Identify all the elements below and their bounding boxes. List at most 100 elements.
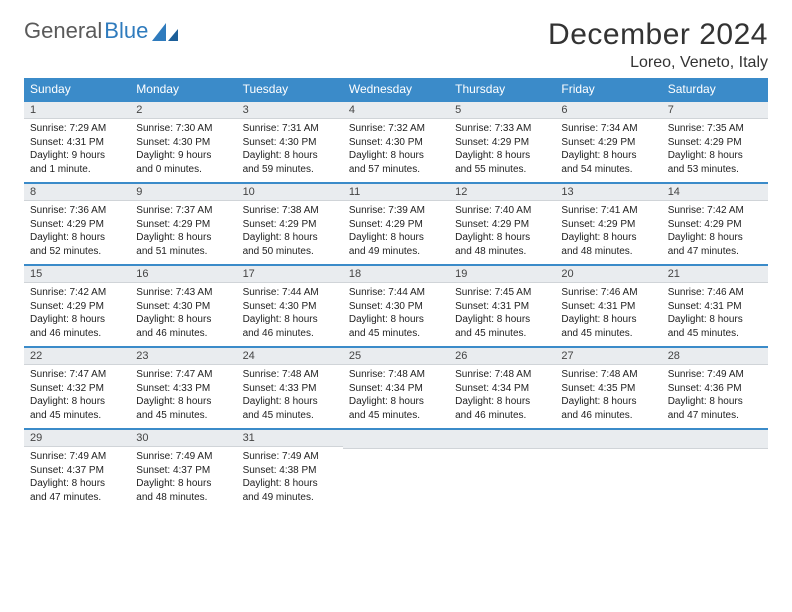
sunrise-line: Sunrise: 7:42 AM xyxy=(30,286,124,300)
day-body: Sunrise: 7:49 AMSunset: 4:37 PMDaylight:… xyxy=(130,447,236,510)
sunrise-line: Sunrise: 7:32 AM xyxy=(349,122,443,136)
brand-logo: GeneralBlue xyxy=(24,18,178,44)
day-body: Sunrise: 7:35 AMSunset: 4:29 PMDaylight:… xyxy=(662,119,768,182)
day-body: Sunrise: 7:40 AMSunset: 4:29 PMDaylight:… xyxy=(449,201,555,264)
sunrise-line: Sunrise: 7:45 AM xyxy=(455,286,549,300)
day-number: 24 xyxy=(237,348,343,365)
sunrise-line: Sunrise: 7:49 AM xyxy=(243,450,337,464)
daylight-line: Daylight: 8 hours and 45 minutes. xyxy=(349,313,443,340)
calendar-cell: 8Sunrise: 7:36 AMSunset: 4:29 PMDaylight… xyxy=(24,183,130,265)
day-body: Sunrise: 7:38 AMSunset: 4:29 PMDaylight:… xyxy=(237,201,343,264)
calendar-cell: 17Sunrise: 7:44 AMSunset: 4:30 PMDayligh… xyxy=(237,265,343,347)
sunrise-line: Sunrise: 7:46 AM xyxy=(561,286,655,300)
location: Loreo, Veneto, Italy xyxy=(548,54,768,72)
daylight-line: Daylight: 8 hours and 45 minutes. xyxy=(561,313,655,340)
day-number-empty xyxy=(662,430,768,449)
sunset-line: Sunset: 4:33 PM xyxy=(243,382,337,396)
day-body: Sunrise: 7:33 AMSunset: 4:29 PMDaylight:… xyxy=(449,119,555,182)
day-number: 10 xyxy=(237,184,343,201)
day-body: Sunrise: 7:34 AMSunset: 4:29 PMDaylight:… xyxy=(555,119,661,182)
sunrise-line: Sunrise: 7:48 AM xyxy=(455,368,549,382)
day-number: 18 xyxy=(343,266,449,283)
sunrise-line: Sunrise: 7:34 AM xyxy=(561,122,655,136)
calendar-cell: 4Sunrise: 7:32 AMSunset: 4:30 PMDaylight… xyxy=(343,101,449,183)
sunset-line: Sunset: 4:30 PM xyxy=(243,300,337,314)
day-header: Friday xyxy=(555,78,661,101)
sunset-line: Sunset: 4:38 PM xyxy=(243,464,337,478)
day-number: 8 xyxy=(24,184,130,201)
sunset-line: Sunset: 4:37 PM xyxy=(136,464,230,478)
sunset-line: Sunset: 4:29 PM xyxy=(561,136,655,150)
sunrise-line: Sunrise: 7:36 AM xyxy=(30,204,124,218)
brand-sail-icon xyxy=(152,23,178,41)
day-body: Sunrise: 7:30 AMSunset: 4:30 PMDaylight:… xyxy=(130,119,236,182)
calendar-table: SundayMondayTuesdayWednesdayThursdayFrid… xyxy=(24,78,768,510)
sunrise-line: Sunrise: 7:49 AM xyxy=(668,368,762,382)
sunrise-line: Sunrise: 7:47 AM xyxy=(30,368,124,382)
sunset-line: Sunset: 4:29 PM xyxy=(349,218,443,232)
daylight-line: Daylight: 8 hours and 45 minutes. xyxy=(136,395,230,422)
sunrise-line: Sunrise: 7:47 AM xyxy=(136,368,230,382)
sunrise-line: Sunrise: 7:49 AM xyxy=(136,450,230,464)
day-number: 6 xyxy=(555,102,661,119)
daylight-line: Daylight: 8 hours and 45 minutes. xyxy=(30,395,124,422)
sunrise-line: Sunrise: 7:31 AM xyxy=(243,122,337,136)
sunset-line: Sunset: 4:37 PM xyxy=(30,464,124,478)
month-title: December 2024 xyxy=(548,18,768,52)
daylight-line: Daylight: 8 hours and 45 minutes. xyxy=(243,395,337,422)
sunrise-line: Sunrise: 7:40 AM xyxy=(455,204,549,218)
day-header: Wednesday xyxy=(343,78,449,101)
day-body-empty xyxy=(343,449,449,506)
day-number: 9 xyxy=(130,184,236,201)
daylight-line: Daylight: 9 hours and 1 minute. xyxy=(30,149,124,176)
day-number: 22 xyxy=(24,348,130,365)
daylight-line: Daylight: 8 hours and 50 minutes. xyxy=(243,231,337,258)
day-body: Sunrise: 7:46 AMSunset: 4:31 PMDaylight:… xyxy=(662,283,768,346)
sunrise-line: Sunrise: 7:44 AM xyxy=(349,286,443,300)
calendar-cell: 1Sunrise: 7:29 AMSunset: 4:31 PMDaylight… xyxy=(24,101,130,183)
day-number: 1 xyxy=(24,102,130,119)
calendar-cell: 31Sunrise: 7:49 AMSunset: 4:38 PMDayligh… xyxy=(237,429,343,510)
daylight-line: Daylight: 8 hours and 47 minutes. xyxy=(30,477,124,504)
day-number: 26 xyxy=(449,348,555,365)
sunset-line: Sunset: 4:29 PM xyxy=(668,136,762,150)
day-header: Thursday xyxy=(449,78,555,101)
day-body-empty xyxy=(449,449,555,506)
day-number: 14 xyxy=(662,184,768,201)
sunrise-line: Sunrise: 7:42 AM xyxy=(668,204,762,218)
daylight-line: Daylight: 8 hours and 49 minutes. xyxy=(349,231,443,258)
calendar-cell: 6Sunrise: 7:34 AMSunset: 4:29 PMDaylight… xyxy=(555,101,661,183)
day-header: Saturday xyxy=(662,78,768,101)
day-number: 15 xyxy=(24,266,130,283)
day-body: Sunrise: 7:32 AMSunset: 4:30 PMDaylight:… xyxy=(343,119,449,182)
sunset-line: Sunset: 4:29 PM xyxy=(668,218,762,232)
day-number: 21 xyxy=(662,266,768,283)
day-body: Sunrise: 7:44 AMSunset: 4:30 PMDaylight:… xyxy=(237,283,343,346)
calendar-cell: 2Sunrise: 7:30 AMSunset: 4:30 PMDaylight… xyxy=(130,101,236,183)
sunrise-line: Sunrise: 7:29 AM xyxy=(30,122,124,136)
day-body: Sunrise: 7:42 AMSunset: 4:29 PMDaylight:… xyxy=(662,201,768,264)
sunset-line: Sunset: 4:30 PM xyxy=(349,136,443,150)
day-number: 11 xyxy=(343,184,449,201)
day-body: Sunrise: 7:49 AMSunset: 4:38 PMDaylight:… xyxy=(237,447,343,510)
day-header: Tuesday xyxy=(237,78,343,101)
day-number: 28 xyxy=(662,348,768,365)
calendar-cell: 24Sunrise: 7:48 AMSunset: 4:33 PMDayligh… xyxy=(237,347,343,429)
day-number: 31 xyxy=(237,430,343,447)
day-body: Sunrise: 7:48 AMSunset: 4:35 PMDaylight:… xyxy=(555,365,661,428)
calendar-cell: 28Sunrise: 7:49 AMSunset: 4:36 PMDayligh… xyxy=(662,347,768,429)
title-block: December 2024 Loreo, Veneto, Italy xyxy=(548,18,768,72)
calendar-cell xyxy=(343,429,449,510)
day-number: 30 xyxy=(130,430,236,447)
day-number: 27 xyxy=(555,348,661,365)
sunset-line: Sunset: 4:29 PM xyxy=(243,218,337,232)
header: GeneralBlue December 2024 Loreo, Veneto,… xyxy=(24,18,768,72)
calendar-cell xyxy=(555,429,661,510)
day-number: 16 xyxy=(130,266,236,283)
day-header: Monday xyxy=(130,78,236,101)
day-body: Sunrise: 7:49 AMSunset: 4:36 PMDaylight:… xyxy=(662,365,768,428)
day-body: Sunrise: 7:47 AMSunset: 4:32 PMDaylight:… xyxy=(24,365,130,428)
day-header: Sunday xyxy=(24,78,130,101)
sunset-line: Sunset: 4:32 PM xyxy=(30,382,124,396)
day-number: 2 xyxy=(130,102,236,119)
